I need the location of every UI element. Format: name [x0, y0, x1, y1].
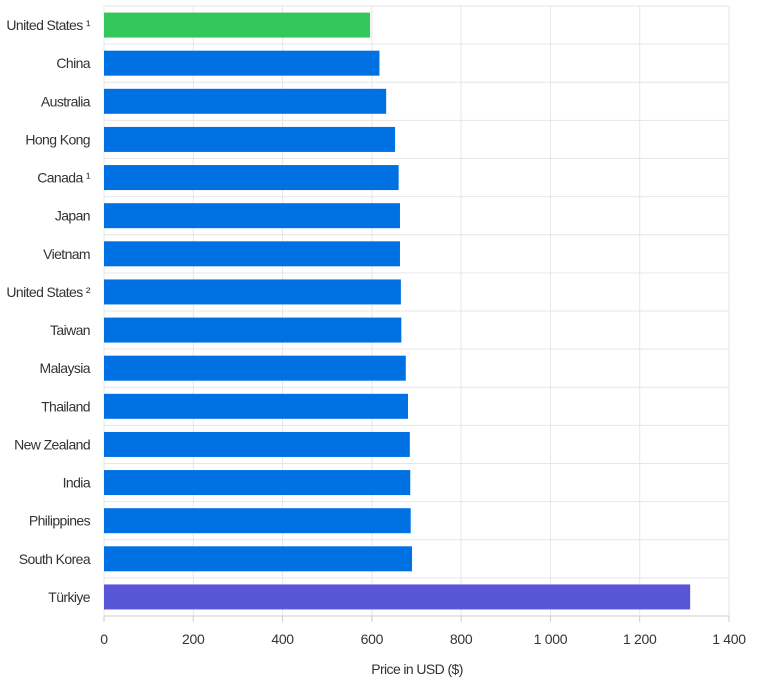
x-tick-label: 200 [182, 631, 205, 647]
bar [104, 393, 409, 419]
category-label: South Korea [19, 551, 91, 567]
category-label: Türkiye [48, 589, 91, 605]
category-label: United States ¹ [6, 17, 91, 33]
category-label: India [63, 475, 91, 491]
bar [104, 584, 691, 610]
bar [104, 165, 399, 191]
category-label: Hong Kong [25, 131, 90, 147]
bar [104, 50, 380, 76]
x-tick-label: 1 400 [712, 631, 746, 647]
category-labels: United States ¹ China Australia Hong Kong Ca… [6, 17, 91, 605]
bar [104, 203, 400, 229]
x-tick-label: 1 200 [623, 631, 657, 647]
category-label: Japan [55, 208, 90, 224]
x-tick-label: 0 [100, 631, 108, 647]
category-label: United States ² [6, 284, 91, 300]
category-label: Malaysia [40, 360, 91, 376]
category-label: China [56, 55, 90, 71]
bar [104, 508, 411, 534]
bar [104, 279, 401, 305]
bar [104, 355, 406, 381]
x-tick-label: 800 [450, 631, 473, 647]
bar [104, 546, 413, 572]
grid-lines [103, 5, 730, 622]
bars [104, 12, 691, 610]
bar [104, 317, 402, 343]
category-label: Taiwan [50, 322, 90, 338]
category-label: Canada ¹ [37, 170, 91, 186]
bar [104, 431, 410, 457]
x-tick-label: 1 000 [534, 631, 568, 647]
category-label: Thailand [41, 398, 90, 414]
x-tick-label: 400 [271, 631, 294, 647]
category-label: Australia [41, 93, 91, 109]
category-label: New Zealand [14, 436, 90, 452]
category-label: Vietnam [43, 246, 90, 262]
bar [104, 126, 396, 152]
bar [104, 241, 400, 267]
bar [104, 470, 411, 496]
bar [104, 12, 371, 38]
bar [104, 88, 387, 114]
x-tick-labels: 0 200 400 600 800 1 000 1 200 1 400 [100, 631, 746, 647]
x-axis-title: Price in USD ($) [371, 661, 463, 677]
x-tick-label: 600 [361, 631, 384, 647]
category-label: Philippines [29, 513, 91, 529]
